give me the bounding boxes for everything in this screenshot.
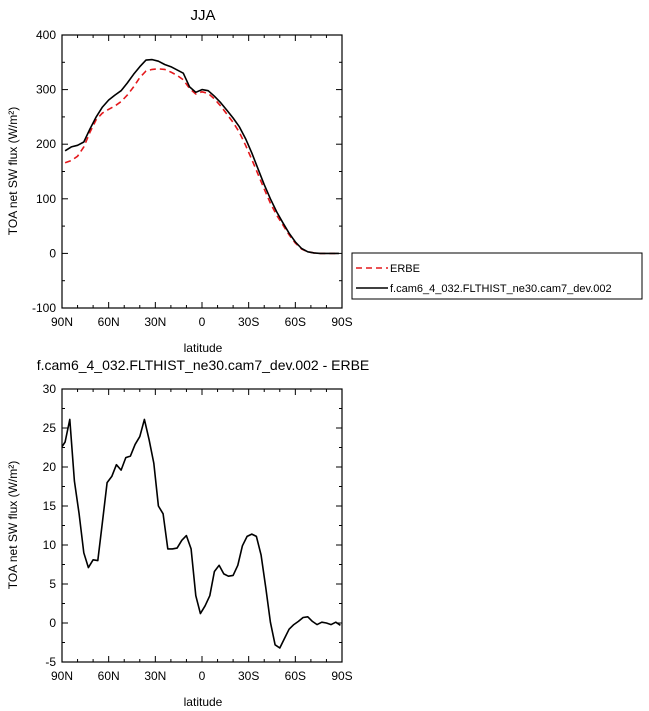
bottom-y-tick-label: -5 — [45, 655, 56, 669]
top-x-tick-label: 0 — [199, 315, 206, 329]
bottom-x-tick-label: 0 — [199, 669, 206, 683]
top-panel-y-axis-label: TOA net SW flux (W/m²) — [6, 107, 20, 235]
bottom-y-tick-label: 0 — [49, 616, 56, 630]
legend-label-model: f.cam6_4_032.FLTHIST_ne30.cam7_dev.002 — [390, 283, 612, 295]
top-x-tick-label: 90N — [51, 315, 73, 329]
bottom-panel-frame — [61, 388, 343, 663]
bottom-x-tick-label: 30S — [238, 669, 259, 683]
top-y-tick-label: 200 — [36, 137, 56, 151]
legend-box — [351, 252, 643, 300]
bottom-panel: f.cam6_4_032.FLTHIST_ne30.cam7_dev.002 -… — [6, 357, 369, 709]
bottom-x-tick-label: 90N — [51, 669, 73, 683]
top-x-tick-label: 60S — [285, 315, 306, 329]
top-y-tick-label: 100 — [36, 192, 56, 206]
top-panel-x-axis-label: latitude — [184, 341, 223, 355]
top-series-line-2 — [64, 58, 339, 255]
top-series-line-1 — [64, 68, 339, 255]
bottom-y-tick-label: 30 — [43, 382, 57, 396]
bottom-x-tick-label: 60S — [285, 669, 306, 683]
bottom-x-tick-label: 30N — [144, 669, 166, 683]
top-panel-series — [64, 58, 339, 255]
legend: ERBE f.cam6_4_032.FLTHIST_ne30.cam7_dev.… — [351, 252, 643, 300]
bottom-y-tick-label: 10 — [43, 538, 57, 552]
bottom-panel-title: f.cam6_4_032.FLTHIST_ne30.cam7_dev.002 -… — [37, 357, 370, 373]
top-panel: JJA 90N 60N 30N 0 30S 60S 90S -100 0 100 200 300 400… — [6, 7, 353, 355]
top-panel-title: JJA — [190, 7, 215, 24]
top-y-tick-label: -100 — [32, 301, 56, 315]
bottom-x-tick-label: 90S — [331, 669, 352, 683]
top-y-tick-label: 300 — [36, 83, 56, 97]
top-y-tick-label: 400 — [36, 28, 56, 42]
bottom-panel-y-axis-label: TOA net SW flux (W/m²) — [6, 461, 20, 589]
top-x-tick-label: 60N — [98, 315, 120, 329]
top-y-tick-label: 0 — [49, 246, 56, 260]
top-x-tick-label: 90S — [331, 315, 352, 329]
bottom-y-tick-label: 15 — [43, 499, 57, 513]
bottom-panel-x-axis-label: latitude — [184, 695, 223, 709]
bottom-y-tick-label: 5 — [49, 577, 56, 591]
bottom-y-tick-label: 25 — [43, 421, 57, 435]
bottom-panel-ticks: 90N 60N 30N 0 30S 60S 90S -5 0 5 10 15 20 25 30 — [43, 382, 353, 683]
top-x-tick-label: 30N — [144, 315, 166, 329]
legend-label-erbe: ERBE — [390, 263, 420, 275]
bottom-y-tick-label: 20 — [43, 460, 57, 474]
bottom-panel-series — [61, 418, 341, 649]
bottom-x-tick-label: 60N — [98, 669, 120, 683]
top-x-tick-label: 30S — [238, 315, 259, 329]
top-panel-ticks: 90N 60N 30N 0 30S 60S 90S -100 0 100 200 300 400 — [32, 28, 353, 329]
bottom-series-line-1 — [61, 418, 341, 649]
top-panel-frame — [61, 34, 343, 309]
